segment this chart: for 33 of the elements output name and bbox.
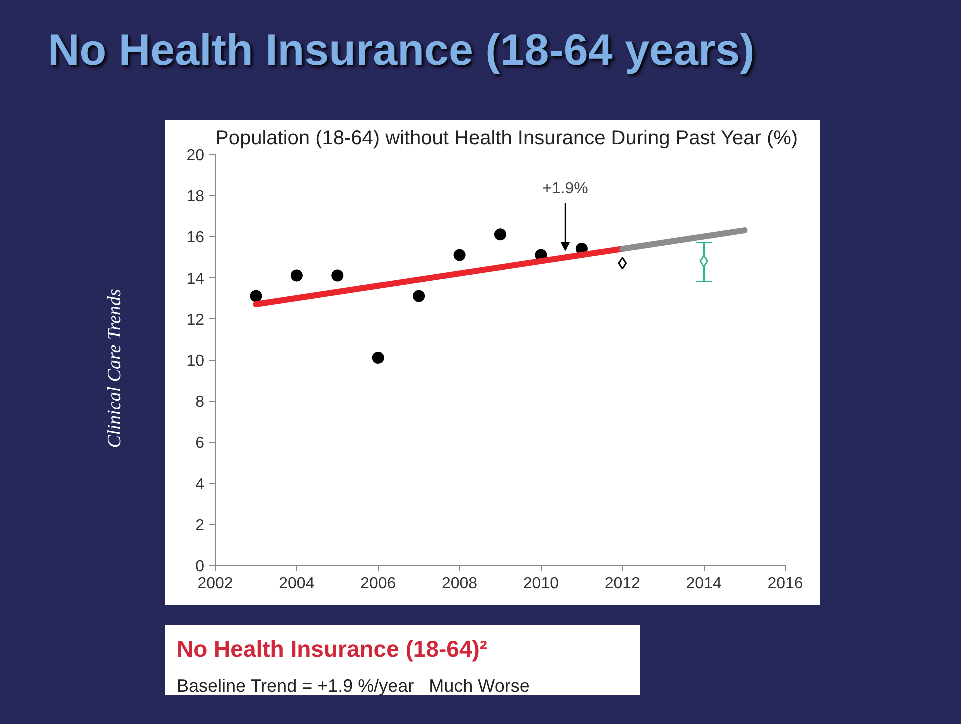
point bbox=[250, 290, 262, 302]
chart-subtitle: Population (18-64) without Health Insurance During Past Year (%) bbox=[216, 128, 798, 150]
x-tick-label: 2014 bbox=[686, 576, 722, 592]
y-tick-label: 8 bbox=[196, 394, 205, 412]
y-tick-label: 4 bbox=[196, 476, 205, 494]
y-tick-label: 18 bbox=[186, 188, 205, 206]
x-tick-label: 2010 bbox=[523, 576, 560, 592]
annotation: +1.9% bbox=[542, 180, 588, 198]
point bbox=[372, 352, 384, 364]
point bbox=[618, 257, 628, 270]
y-tick-label: 0 bbox=[196, 558, 205, 576]
y-tick-label: 12 bbox=[186, 312, 205, 329]
point bbox=[413, 290, 426, 302]
x-tick-label: 2012 bbox=[604, 576, 641, 592]
x-tick-label: 2002 bbox=[198, 576, 234, 592]
point bbox=[332, 270, 344, 282]
text: No Health Insurance (18-64)² bbox=[177, 635, 489, 664]
text: Baseline Trend = +1.9 %/year Much Worse bbox=[177, 676, 530, 696]
chart-title: No Health Insurance (18-64 years) bbox=[48, 25, 755, 77]
point bbox=[290, 270, 303, 282]
y-tick-label: 10 bbox=[186, 353, 205, 370]
y-tick-label: 20 bbox=[186, 148, 205, 164]
y-tick-label: 16 bbox=[186, 230, 205, 247]
y-tick-label: 6 bbox=[196, 435, 205, 452]
x-tick-label: 2006 bbox=[360, 576, 396, 592]
y-tick-label: 2 bbox=[196, 517, 205, 534]
x-tick-label: 2016 bbox=[768, 576, 804, 592]
text: Clinical Care Trends bbox=[103, 288, 126, 450]
point bbox=[494, 228, 506, 241]
y-tick-label: 14 bbox=[186, 270, 205, 288]
x-tick-label: 2004 bbox=[279, 576, 315, 592]
point bbox=[454, 249, 466, 262]
x-tick-label: 2008 bbox=[442, 576, 478, 592]
